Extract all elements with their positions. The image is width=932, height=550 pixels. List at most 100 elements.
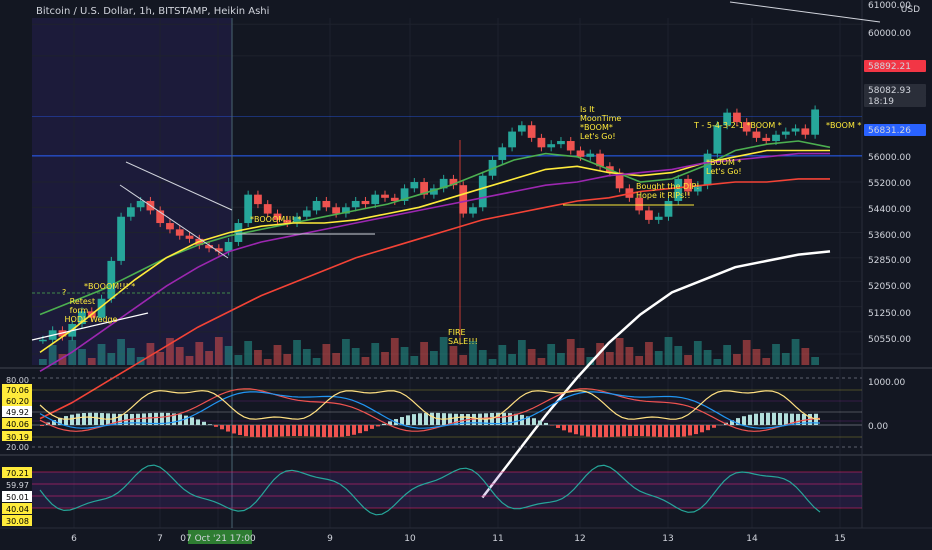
histogram-bar	[742, 416, 746, 425]
histogram-bar	[208, 424, 212, 425]
volume-bar	[791, 339, 800, 365]
volume-bar	[713, 359, 722, 365]
volume-bar	[322, 344, 331, 365]
histogram-bar	[676, 425, 680, 438]
volume-bar	[478, 350, 487, 365]
volume-bar	[576, 348, 585, 365]
volume-bar	[361, 357, 370, 365]
volume-bar	[537, 358, 546, 365]
histogram-bar	[160, 412, 164, 425]
price-tick-label: 54400.00	[868, 205, 911, 215]
histogram-bar	[286, 425, 290, 437]
histogram-bar	[508, 413, 512, 425]
volume-bar	[645, 342, 653, 365]
histogram-bar	[406, 415, 410, 425]
histogram-bar	[70, 414, 74, 425]
histogram-bar	[400, 417, 404, 425]
histogram-bar	[178, 414, 182, 425]
candle	[420, 182, 428, 195]
histogram-bar	[364, 425, 368, 432]
time-tag-bg	[188, 530, 252, 544]
price-tag-bg	[864, 124, 926, 136]
candle	[302, 210, 311, 217]
volume-bar	[703, 350, 712, 365]
histogram-bar	[214, 425, 218, 427]
volume-bar	[615, 338, 624, 365]
histogram-bar	[268, 425, 272, 438]
candle	[166, 223, 174, 230]
candle	[693, 185, 702, 192]
price-tag-bg	[864, 95, 926, 107]
histogram-bar	[172, 413, 176, 425]
candle	[293, 216, 301, 224]
candle	[469, 207, 477, 214]
candle	[566, 141, 575, 151]
histogram-bar	[628, 425, 632, 437]
histogram-bar	[670, 425, 674, 438]
volume-bar	[293, 340, 301, 365]
histogram-bar	[640, 425, 644, 437]
volume-bar	[273, 345, 282, 365]
price-tick-label: 55200.00	[868, 179, 911, 189]
histogram-bar	[490, 412, 494, 425]
histogram-bar	[772, 412, 776, 425]
volume-bar	[254, 350, 262, 365]
osc-level-label: 40.06	[6, 420, 29, 429]
volume-bar	[508, 354, 516, 365]
histogram-bar	[316, 425, 320, 437]
candle	[273, 213, 282, 220]
volume-bar	[498, 345, 507, 365]
osc-level-label: 20.00	[6, 443, 29, 452]
histogram-bar	[124, 413, 128, 425]
candle	[332, 207, 341, 214]
volume-bar	[302, 349, 311, 365]
histogram-bar	[730, 420, 734, 425]
histogram-bar	[76, 413, 80, 425]
volume-bar	[58, 354, 67, 365]
histogram-bar	[358, 425, 362, 434]
ma-line-3	[39, 178, 830, 420]
candle	[126, 207, 135, 217]
histogram-bar	[304, 425, 308, 437]
histogram-bar	[532, 418, 536, 425]
histogram-bar	[766, 412, 770, 425]
histogram-bar	[502, 412, 506, 425]
price-tick-label: 18:19	[868, 97, 894, 107]
volume-bar	[224, 346, 233, 365]
histogram-bar	[262, 425, 266, 438]
histogram-bar	[814, 413, 818, 425]
volume-bar	[312, 358, 321, 365]
volume-bar	[654, 351, 663, 365]
candle	[205, 245, 213, 249]
candle	[596, 153, 604, 167]
histogram-bar	[430, 412, 434, 425]
candle	[439, 178, 448, 189]
stoch-level-label: 40.04	[6, 505, 29, 514]
volume-bar	[166, 338, 174, 365]
volume-bar	[48, 345, 57, 365]
candle	[654, 216, 663, 220]
candle	[361, 200, 370, 205]
histogram-bar	[292, 425, 296, 437]
ma-line-4	[481, 250, 831, 499]
candle	[772, 134, 780, 142]
histogram-bar	[658, 425, 662, 437]
candle	[97, 298, 106, 318]
histogram-bar	[190, 417, 194, 425]
histogram-bar	[82, 413, 86, 425]
volume-bar	[381, 352, 389, 365]
volume-bar	[410, 356, 419, 365]
histogram-bar	[664, 425, 668, 438]
histogram-bar	[412, 414, 416, 425]
volume-bar	[781, 353, 790, 365]
histogram-bar	[448, 413, 452, 425]
volume-bar	[371, 343, 380, 365]
volume-bar	[430, 351, 438, 365]
candle	[390, 197, 399, 201]
volume-bar	[605, 352, 614, 365]
price-tick-label: 58082.93	[868, 86, 911, 96]
candle	[742, 122, 751, 132]
volume-bar	[107, 353, 116, 365]
histogram-bar	[232, 425, 236, 434]
